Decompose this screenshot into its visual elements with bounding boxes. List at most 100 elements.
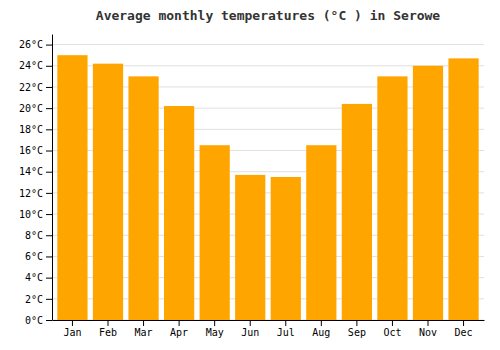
x-tick-mark (250, 320, 251, 326)
y-tick-label: 0°C (25, 315, 43, 326)
y-tick-label: 26°C (19, 39, 43, 50)
y-tick-mark (46, 66, 52, 67)
bar (448, 58, 478, 320)
y-tick-mark (46, 151, 52, 152)
y-tick-label: 14°C (19, 166, 43, 177)
x-tick: Sep (348, 320, 366, 338)
x-tick-label: Jun (241, 327, 259, 338)
y-tick-label: 8°C (25, 230, 43, 241)
x-tick: Jun (241, 320, 259, 338)
x-tick-mark (143, 320, 144, 326)
y-tick-mark (46, 193, 52, 194)
title: Average monthly temperatures (°C ) in Se… (96, 8, 441, 23)
bar (377, 76, 407, 320)
y-tick: 20°C (19, 103, 52, 114)
x-tick-mark (428, 320, 429, 326)
x-tick: Dec (455, 320, 473, 338)
x-tick: Jul (277, 320, 295, 338)
bar (57, 55, 87, 320)
y-tick-mark (46, 235, 52, 236)
y-tick: 18°C (19, 124, 52, 135)
y-tick-label: 20°C (19, 103, 43, 114)
bar (342, 104, 372, 320)
y-tick-label: 6°C (25, 251, 43, 262)
y-tick-label: 2°C (25, 294, 43, 305)
x-tick-label: Apr (170, 327, 188, 338)
x-tick-mark (72, 320, 73, 326)
x-tick-mark (179, 320, 180, 326)
bar (413, 66, 443, 320)
x-tick-label: Jan (63, 327, 81, 338)
x-tick-label: Jul (277, 327, 295, 338)
y-tick-mark (46, 214, 52, 215)
x-tick: Oct (383, 320, 401, 338)
x-tick-label: Aug (312, 327, 330, 338)
x-tick-mark (463, 320, 464, 326)
x-tick-mark (214, 320, 215, 326)
y-axis: 0°C 2°C 4°C 6°C 8°C 10°C 12°C 14°C 16°C 18°C 20°C 2… (19, 35, 53, 326)
bar (93, 64, 123, 320)
x-tick-mark (392, 320, 393, 326)
y-tick: 24°C (19, 60, 52, 71)
x-tick-label: Oct (383, 327, 401, 338)
y-tick-label: 4°C (25, 272, 43, 283)
bars (57, 55, 478, 320)
y-tick-mark (46, 129, 52, 130)
y-tick-label: 18°C (19, 124, 43, 135)
x-tick-mark (321, 320, 322, 326)
x-axis: Jan Feb Mar Apr May Jun Jul Aug Sep Oct Nov Dec (53, 320, 485, 338)
x-tick-label: May (206, 327, 224, 338)
y-tick: 16°C (19, 145, 52, 156)
x-tick-label: Dec (455, 327, 473, 338)
y-tick-label: 24°C (19, 60, 43, 71)
x-tick-label: Mar (135, 327, 153, 338)
y-tick: 14°C (19, 166, 52, 177)
x-tick-mark (285, 320, 286, 326)
bar (306, 145, 336, 320)
y-tick-label: 22°C (19, 82, 43, 93)
y-tick-label: 12°C (19, 188, 43, 199)
y-tick: 22°C (19, 82, 52, 93)
y-tick-mark (46, 320, 52, 321)
plot: 0°C 2°C 4°C 6°C 8°C 10°C 12°C 14°C 16°C 18°C 20°C 2… (19, 35, 485, 339)
axis-line (53, 320, 485, 321)
y-tick: 10°C (19, 209, 52, 220)
bar (271, 177, 301, 320)
y-tick: 26°C (19, 39, 52, 50)
x-tick-mark (356, 320, 357, 326)
y-tick-mark (46, 108, 52, 109)
bar (164, 106, 194, 320)
x-tick: Nov (419, 320, 437, 338)
chart: 0°C 2°C 4°C 6°C 8°C 10°C 12°C 14°C 16°C 18°C 20°C 2… (0, 0, 500, 350)
x-tick-label: Feb (99, 327, 117, 338)
grid-line (52, 44, 484, 45)
y-tick: 4°C (25, 272, 52, 283)
bar (128, 76, 158, 320)
x-tick: Apr (170, 320, 188, 338)
y-tick: 2°C (25, 294, 52, 305)
x-tick: Aug (312, 320, 330, 338)
y-tick: 12°C (19, 188, 52, 199)
x-tick: Jan (63, 320, 81, 338)
y-tick-mark (46, 45, 52, 46)
y-tick-mark (46, 172, 52, 173)
x-tick: Mar (135, 320, 153, 338)
grid (52, 45, 484, 320)
y-tick: 0°C (25, 315, 52, 326)
x-tick-mark (108, 320, 109, 326)
y-tick: 6°C (25, 251, 52, 262)
y-tick: 8°C (25, 230, 52, 241)
x-tick: May (206, 320, 224, 338)
y-tick-mark (46, 87, 52, 88)
y-tick-mark (46, 256, 52, 257)
axis-line (52, 35, 53, 321)
y-tick-label: 10°C (19, 209, 43, 220)
x-tick-label: Sep (348, 327, 366, 338)
bar (200, 145, 230, 320)
x-tick: Feb (99, 320, 117, 338)
y-tick-label: 16°C (19, 145, 43, 156)
y-tick-mark (46, 278, 52, 279)
y-tick-mark (46, 299, 52, 300)
bar (235, 175, 265, 320)
x-tick-label: Nov (419, 327, 437, 338)
